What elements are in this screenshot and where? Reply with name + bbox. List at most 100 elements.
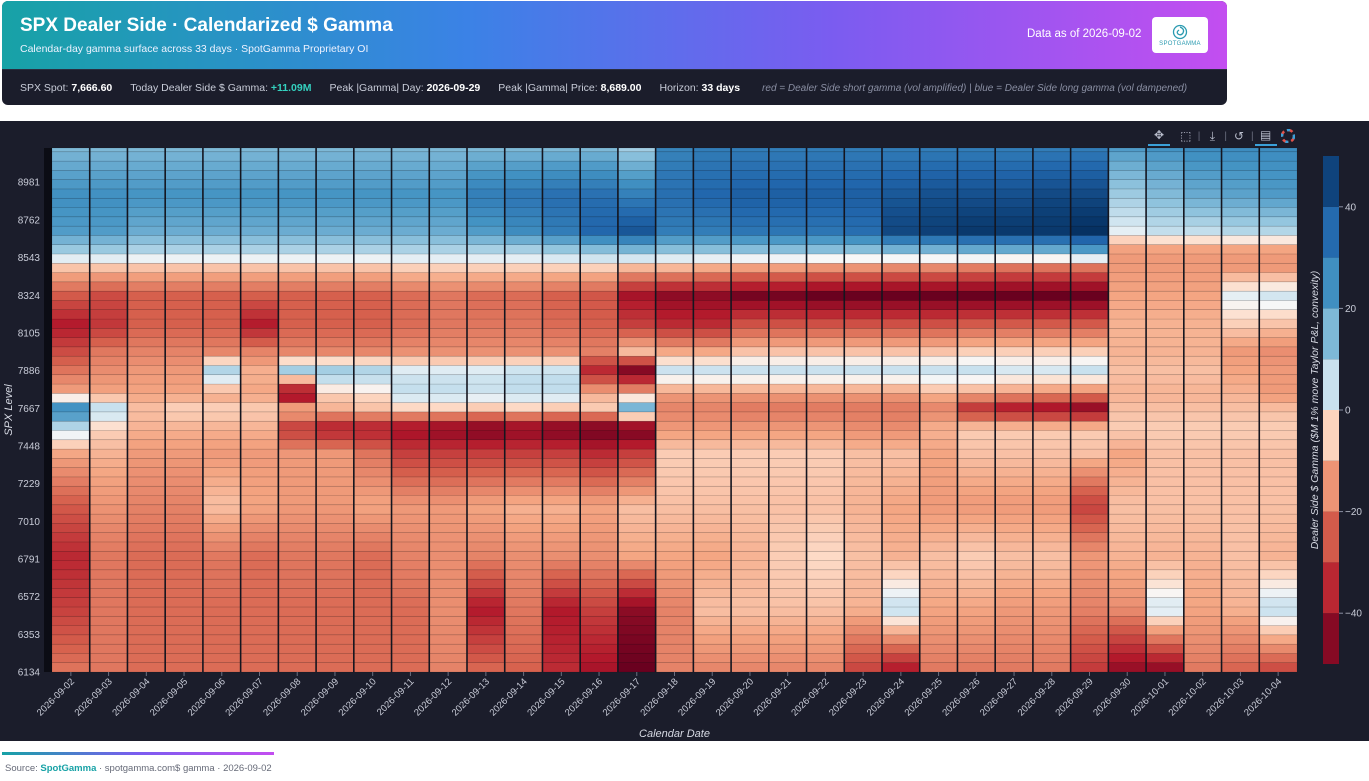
- heatmap-cell[interactable]: [1145, 355, 1185, 366]
- heatmap-cell[interactable]: [51, 541, 91, 552]
- heatmap-cell[interactable]: [579, 309, 619, 320]
- heatmap-cell[interactable]: [51, 355, 91, 366]
- heatmap-cell[interactable]: [353, 355, 392, 366]
- heatmap-cell[interactable]: [428, 643, 468, 654]
- heatmap-cell[interactable]: [693, 578, 732, 589]
- heatmap-cell[interactable]: [278, 495, 317, 506]
- heatmap-cell[interactable]: [655, 495, 694, 506]
- heatmap-cell[interactable]: [353, 420, 392, 431]
- heatmap-cell[interactable]: [278, 216, 317, 227]
- heatmap-cell[interactable]: [315, 458, 355, 468]
- heatmap-cell[interactable]: [51, 197, 91, 208]
- heatmap-cell[interactable]: [1258, 207, 1298, 218]
- heatmap-cell[interactable]: [768, 476, 807, 487]
- heatmap-cell[interactable]: [1183, 634, 1222, 645]
- heatmap-cell[interactable]: [202, 309, 241, 320]
- heatmap-cell[interactable]: [693, 281, 732, 292]
- heatmap-cell[interactable]: [1108, 272, 1147, 283]
- heatmap-cell[interactable]: [1108, 643, 1147, 654]
- heatmap-cell[interactable]: [89, 309, 128, 320]
- heatmap-cell[interactable]: [994, 653, 1034, 664]
- heatmap-cell[interactable]: [202, 448, 241, 459]
- heatmap-cell[interactable]: [579, 402, 619, 413]
- heatmap-cell[interactable]: [51, 523, 91, 533]
- heatmap-cell[interactable]: [315, 606, 355, 617]
- heatmap-cell[interactable]: [1258, 262, 1298, 273]
- heatmap-cell[interactable]: [843, 365, 883, 376]
- heatmap-cell[interactable]: [768, 290, 807, 301]
- heatmap-cell[interactable]: [843, 606, 883, 617]
- heatmap-cell[interactable]: [881, 430, 921, 441]
- heatmap-cell[interactable]: [391, 597, 430, 608]
- heatmap-cell[interactable]: [391, 309, 430, 320]
- heatmap-cell[interactable]: [466, 634, 506, 645]
- heatmap-cell[interactable]: [315, 365, 355, 376]
- heatmap-cell[interactable]: [1258, 550, 1298, 561]
- heatmap-cell[interactable]: [1258, 160, 1298, 171]
- heatmap-cell[interactable]: [768, 355, 807, 366]
- heatmap-cell[interactable]: [504, 523, 543, 533]
- heatmap-cell[interactable]: [843, 532, 883, 543]
- heatmap-cell[interactable]: [504, 402, 543, 413]
- heatmap-cell[interactable]: [919, 151, 958, 162]
- heatmap-cell[interactable]: [89, 597, 128, 608]
- heatmap-cell[interactable]: [164, 578, 204, 589]
- heatmap-cell[interactable]: [89, 569, 128, 580]
- heatmap-cell[interactable]: [843, 578, 883, 589]
- heatmap-cell[interactable]: [202, 197, 241, 208]
- heatmap-cell[interactable]: [51, 281, 91, 292]
- heatmap-cell[interactable]: [51, 430, 91, 441]
- heatmap-cell[interactable]: [1108, 634, 1147, 645]
- heatmap-cell[interactable]: [51, 272, 91, 283]
- heatmap-cell[interactable]: [957, 420, 996, 431]
- heatmap-cell[interactable]: [504, 262, 543, 273]
- heatmap-cell[interactable]: [843, 393, 883, 403]
- heatmap-cell[interactable]: [353, 476, 392, 487]
- heatmap-cell[interactable]: [957, 327, 996, 338]
- heatmap-cell[interactable]: [1258, 523, 1298, 533]
- heatmap-cell[interactable]: [806, 383, 845, 394]
- heatmap-cell[interactable]: [127, 402, 166, 413]
- heatmap-cell[interactable]: [127, 439, 166, 450]
- heatmap-cell[interactable]: [994, 170, 1034, 180]
- heatmap-cell[interactable]: [202, 458, 241, 468]
- heatmap-cell[interactable]: [655, 188, 694, 199]
- heatmap-cell[interactable]: [806, 170, 845, 180]
- heatmap-cell[interactable]: [127, 541, 166, 552]
- heatmap-cell[interactable]: [240, 374, 279, 385]
- heatmap-cell[interactable]: [1070, 244, 1109, 255]
- heatmap-cell[interactable]: [202, 643, 241, 654]
- heatmap-cell[interactable]: [768, 532, 807, 543]
- heatmap-cell[interactable]: [202, 476, 241, 487]
- heatmap-cell[interactable]: [1108, 420, 1147, 431]
- heatmap-cell[interactable]: [881, 309, 921, 320]
- heatmap-cell[interactable]: [127, 147, 166, 153]
- heatmap-cell[interactable]: [957, 458, 996, 468]
- heatmap-cell[interactable]: [466, 458, 506, 468]
- heatmap-cell[interactable]: [919, 216, 958, 227]
- heatmap-cell[interactable]: [1183, 281, 1222, 292]
- heatmap-cell[interactable]: [1145, 420, 1185, 431]
- heatmap-cell[interactable]: [391, 272, 430, 283]
- heatmap-cell[interactable]: [768, 588, 807, 598]
- heatmap-cell[interactable]: [1221, 244, 1260, 255]
- heatmap-cell[interactable]: [466, 170, 506, 180]
- heatmap-cell[interactable]: [1070, 523, 1109, 533]
- heatmap-cell[interactable]: [240, 458, 279, 468]
- heatmap-cell[interactable]: [1032, 216, 1071, 227]
- heatmap-cell[interactable]: [164, 290, 204, 301]
- heatmap-cell[interactable]: [617, 550, 656, 561]
- heatmap-cell[interactable]: [730, 179, 770, 190]
- heatmap-cell[interactable]: [504, 448, 543, 459]
- heatmap-cell[interactable]: [1258, 615, 1298, 626]
- heatmap-cell[interactable]: [1258, 560, 1298, 571]
- heatmap-cell[interactable]: [919, 653, 958, 664]
- heatmap-cell[interactable]: [1258, 355, 1298, 366]
- heatmap-cell[interactable]: [843, 290, 883, 301]
- heatmap-cell[interactable]: [1258, 485, 1298, 496]
- heatmap-cell[interactable]: [240, 197, 279, 208]
- heatmap-cell[interactable]: [579, 495, 619, 506]
- heatmap-cell[interactable]: [89, 225, 128, 236]
- heatmap-cell[interactable]: [768, 262, 807, 273]
- heatmap-cell[interactable]: [240, 513, 279, 524]
